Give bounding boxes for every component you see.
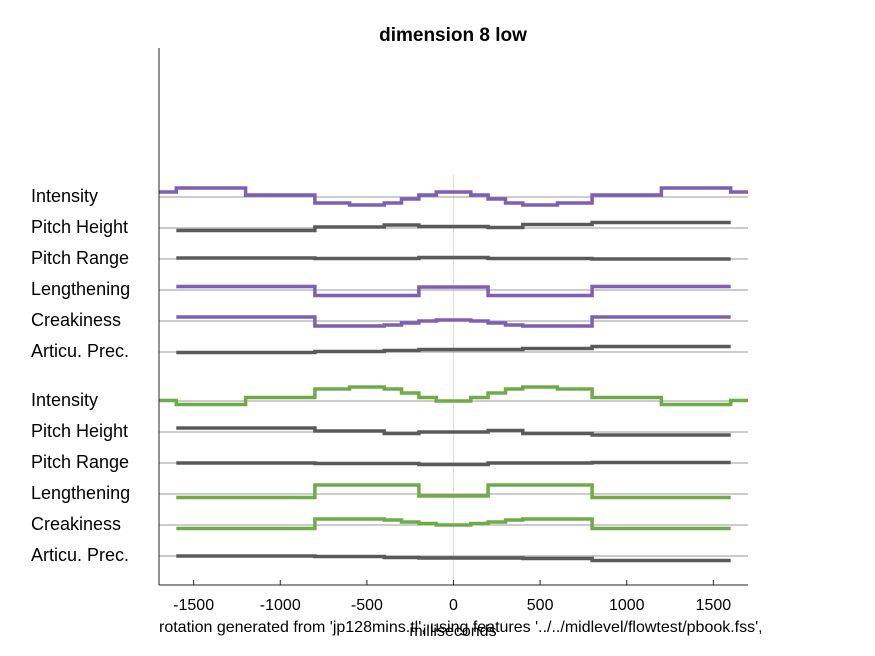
row-label-1-intensity: Intensity — [31, 186, 98, 206]
chart-title: dimension 8 low — [379, 25, 527, 46]
x-tick-label: -1000 — [260, 597, 301, 614]
series-line-2-pitch-range — [176, 460, 731, 467]
series-line-2-intensity — [159, 385, 748, 407]
row-label-1-creakiness: Creakiness — [31, 310, 121, 330]
x-tick-layer: -1500 -1000 -500 0 500 1000 1500 — [173, 580, 731, 614]
series-layer — [159, 186, 748, 563]
row-label-2-pitch-range: Pitch Range — [31, 452, 129, 472]
series-line-1-pitch-height — [176, 220, 731, 233]
row-label-1-articu-prec: Articu. Prec. — [31, 341, 129, 361]
row-label-1-lengthening: Lengthening — [31, 279, 130, 299]
row-label-2-pitch-height: Pitch Height — [31, 421, 128, 441]
row-label-layer: Intensity Pitch Height Pitch Range Lengthen… — [31, 186, 130, 565]
row-label-2-lengthening: Lengthening — [31, 483, 130, 503]
series-line-2-pitch-height — [176, 426, 731, 437]
row-label-1-pitch-range: Pitch Range — [31, 248, 129, 268]
row-label-2-creakiness: Creakiness — [31, 514, 121, 534]
row-label-2-intensity: Intensity — [31, 390, 98, 410]
x-tick-label: 0 — [449, 597, 458, 614]
x-tick-label: 500 — [527, 597, 554, 614]
x-tick-label: -1500 — [173, 597, 214, 614]
series-line-2-creakiness — [176, 517, 731, 531]
row-label-2-articu-prec: Articu. Prec. — [31, 545, 129, 565]
series-line-1-creakiness — [176, 315, 731, 328]
series-line-1-intensity — [159, 186, 748, 207]
x-tick-label: 1000 — [609, 597, 645, 614]
series-line-1-lengthening — [176, 284, 731, 298]
row-label-1-pitch-height: Pitch Height — [31, 217, 128, 237]
footnote: rotation generated from 'jp128mins.tl', … — [159, 619, 763, 636]
series-line-2-lengthening — [176, 483, 731, 500]
series-line-1-pitch-range — [176, 255, 731, 261]
series-line-1-articu-prec — [176, 344, 731, 355]
x-tick-label: 1500 — [696, 597, 732, 614]
series-line-2-articu-prec — [176, 554, 731, 563]
x-tick-label: -500 — [351, 597, 383, 614]
x-axis-label: milliseconds — [409, 623, 496, 640]
